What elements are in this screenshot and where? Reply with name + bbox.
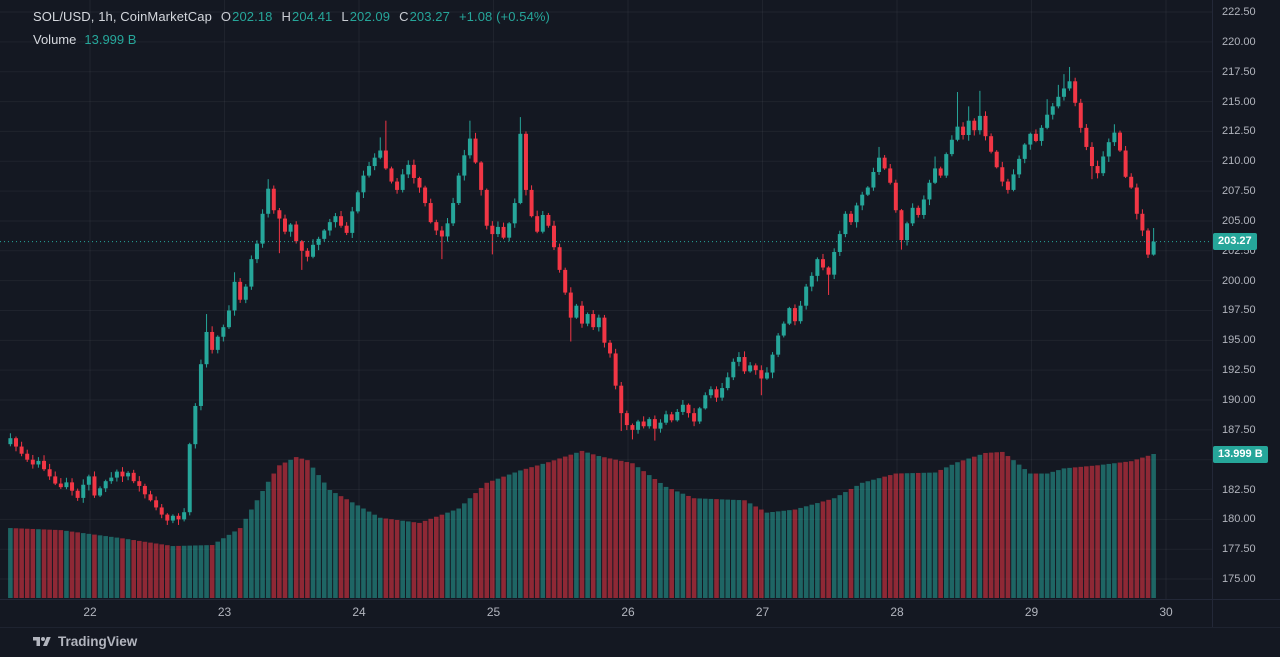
price-axis-label: 177.50 [1222, 543, 1256, 556]
price-axis-label: 180.00 [1222, 513, 1256, 526]
symbol-title[interactable]: SOL/USD, 1h, CoinMarketCap [33, 9, 212, 24]
volume-legend: Volume 13.999 B [33, 32, 136, 47]
volume-label: Volume [33, 32, 77, 47]
open-value: 202.18 [232, 9, 273, 24]
tradingview-logo-link[interactable]: TradingView [33, 634, 137, 649]
change-value: +1.08 (+0.54%) [458, 9, 550, 24]
price-axis-border [1212, 0, 1213, 627]
high-value: 204.41 [292, 9, 333, 24]
price-axis-label: 190.00 [1222, 394, 1256, 406]
last-price-badge: 203.27 [1213, 233, 1257, 250]
price-axis-label: 195.00 [1222, 334, 1256, 347]
price-axis-label: 210.00 [1222, 155, 1256, 168]
price-axis-label: 220.00 [1222, 35, 1256, 48]
time-axis-label: 24 [352, 605, 366, 619]
time-axis-label: 26 [621, 605, 635, 619]
price-axis-label: 200.00 [1222, 274, 1256, 287]
price-axis-label: 215.00 [1222, 95, 1256, 108]
price-axis-label: 197.50 [1222, 304, 1256, 317]
price-axis-label: 182.50 [1222, 483, 1256, 496]
price-axis-label: 222.50 [1222, 6, 1256, 19]
time-axis-label: 28 [890, 605, 904, 619]
tradingview-logo-icon [33, 636, 51, 646]
volume-layer [8, 450, 1156, 598]
price-axis-label: 175.00 [1222, 573, 1256, 586]
volume-badge: 13.999 B [1213, 446, 1268, 463]
low-value: 202.09 [349, 9, 391, 24]
price-axis-label: 205.00 [1222, 214, 1256, 227]
open-label: O [220, 9, 232, 24]
price-axis-label: 192.50 [1222, 364, 1256, 377]
time-axis-label: 23 [217, 605, 232, 619]
low-label: L [341, 9, 349, 24]
time-axis-label: 25 [486, 605, 501, 619]
time-axis-label: 22 [83, 605, 97, 619]
close-label: C [399, 9, 409, 24]
price-axis-label: 207.50 [1222, 185, 1256, 198]
price-axis-label: 212.50 [1222, 125, 1256, 138]
time-axis-border [0, 599, 1280, 600]
price-axis-label: 187.50 [1222, 423, 1256, 436]
price-axis-label: 217.50 [1222, 65, 1256, 78]
chart-legend: SOL/USD, 1h, CoinMarketCap O 202.18 H 204.… [33, 9, 550, 24]
high-label: H [281, 9, 291, 24]
time-axis-label: 27 [755, 605, 770, 619]
tradingview-logo-text: TradingView [58, 634, 138, 649]
bottom-bar-border [0, 627, 1280, 628]
close-value: 203.27 [409, 9, 450, 24]
candles-layer [8, 66, 1156, 525]
volume-value: 13.999 B [84, 32, 137, 47]
time-axis-label: 30 [1159, 605, 1173, 619]
time-axis-label: 29 [1024, 605, 1039, 619]
